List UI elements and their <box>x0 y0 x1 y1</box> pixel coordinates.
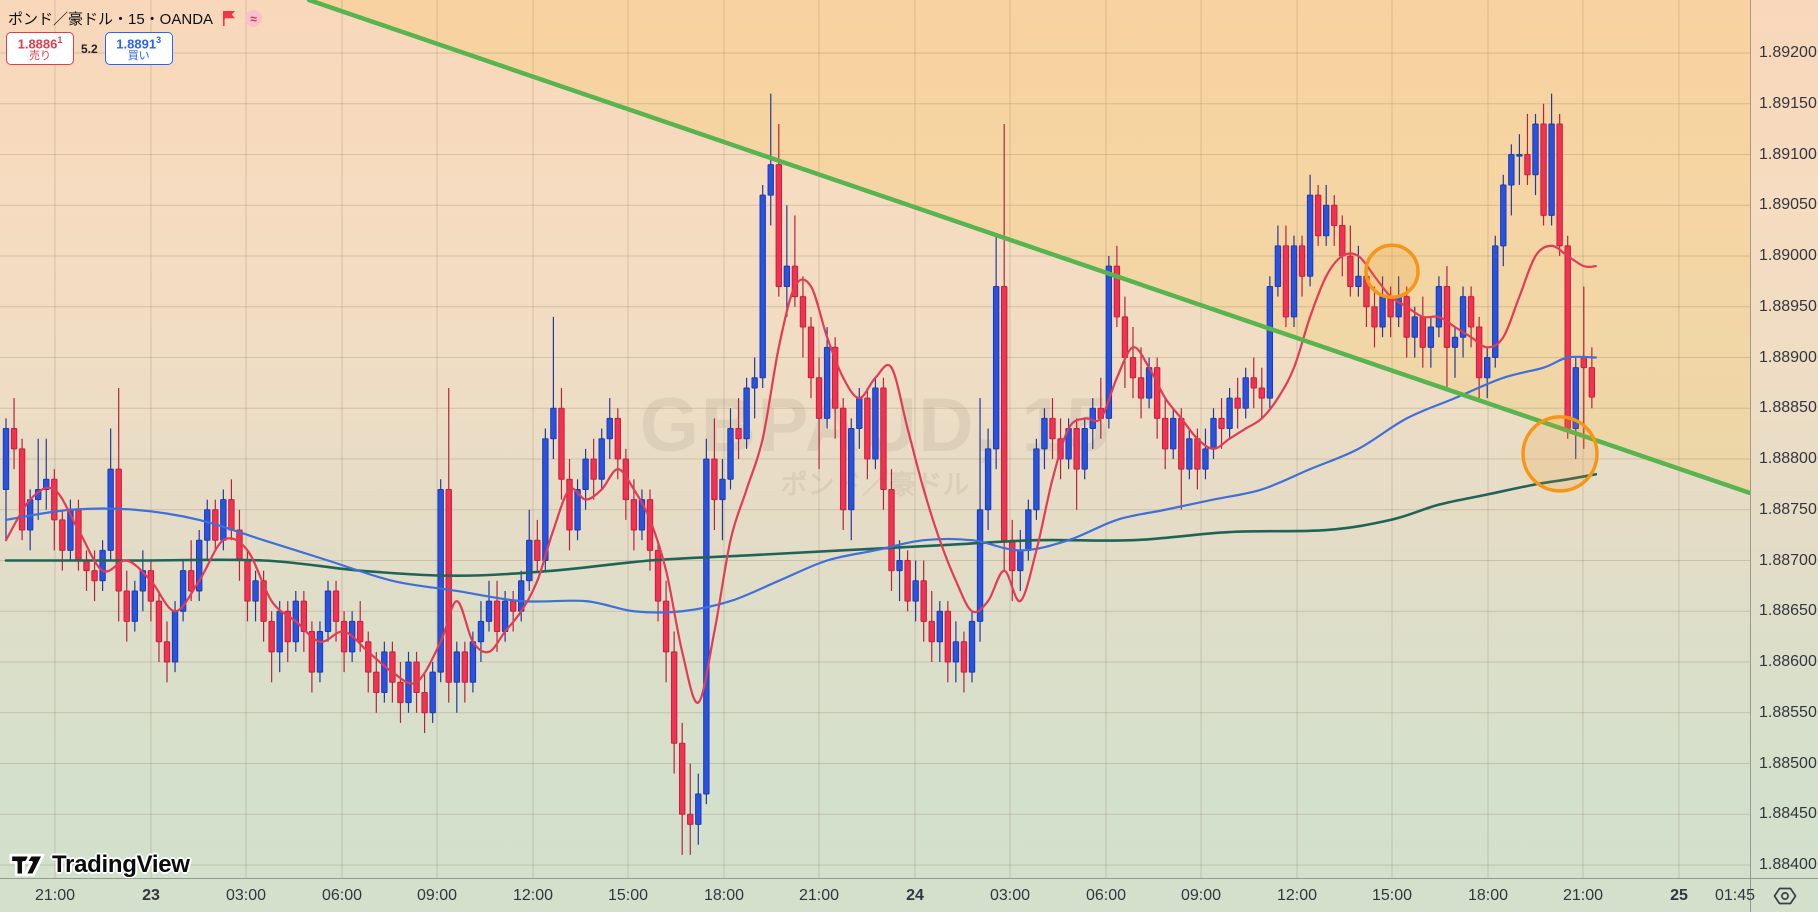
price-axis[interactable]: 1.89200 1.89150 1.89100 1.89050 1.89000 1.889… <box>1750 0 1818 878</box>
time-tick-label: 03:00 <box>989 887 1031 904</box>
time-axis[interactable]: 21:00 23 03:00 06:00 09:00 12:00 15:00 18:00 21:… <box>0 878 1755 912</box>
buy-button[interactable]: 1.88913 買い <box>104 32 173 65</box>
buy-price-pip: 3 <box>156 34 162 45</box>
tradingview-logo-text: TradingView <box>52 851 190 878</box>
time-tick-label: 09:00 <box>1180 887 1222 904</box>
ma-slow-teal <box>4 472 1598 578</box>
time-tick-label: 06:00 <box>321 887 363 904</box>
price-tick-label: 1.89000 <box>1759 247 1817 264</box>
ma-mid-blue <box>4 355 1597 614</box>
time-tick-label: 21:00 <box>34 887 76 904</box>
time-tick-label: 23 <box>142 887 160 904</box>
time-tick-label: 15:00 <box>607 887 649 904</box>
synthetic-price-icon: ≈ <box>245 10 263 27</box>
price-tick-label: 1.89050 <box>1759 196 1817 214</box>
timezone-settings-icon[interactable] <box>1773 886 1797 906</box>
price-tick-label: 1.88500 <box>1759 754 1817 772</box>
tradingview-logo[interactable]: TradingView <box>9 851 190 879</box>
price-tick-label: 1.89200 <box>1759 44 1817 61</box>
time-tick-label: 24 <box>906 887 924 904</box>
time-tick-label: 01:45 <box>1714 887 1756 904</box>
price-tick-label: 1.88950 <box>1759 297 1817 315</box>
sell-label: 売り <box>29 50 51 63</box>
symbol-title[interactable]: ポンド／豪ドル・15・OANDA <box>8 11 214 28</box>
time-tick-label: 18:00 <box>703 887 745 904</box>
flag-icon[interactable] <box>222 10 236 27</box>
time-tick-label: 03:00 <box>225 887 267 904</box>
time-tick-label: 25 <box>1670 887 1688 904</box>
axis-corner <box>1750 878 1818 912</box>
time-tick-label: 06:00 <box>1085 887 1127 904</box>
time-tick-label: 18:00 <box>1467 887 1509 904</box>
price-tick-label: 1.88400 <box>1759 856 1817 873</box>
time-tick-label: 21:00 <box>1562 887 1604 904</box>
sell-price-pip: 1 <box>57 34 63 45</box>
highlight-circle-2[interactable] <box>1521 415 1599 493</box>
ma-fast-red <box>4 244 1597 704</box>
price-tick-label: 1.88600 <box>1759 653 1817 670</box>
price-tick-label: 1.88550 <box>1759 703 1817 721</box>
time-tick-label: 21:00 <box>798 887 840 904</box>
price-tick-label: 1.88700 <box>1759 551 1817 569</box>
time-tick-label: 12:00 <box>512 887 554 904</box>
spread-value: 5.2 <box>81 41 98 56</box>
tradingview-logo-icon <box>9 853 45 877</box>
highlight-circle-1[interactable] <box>1364 243 1420 299</box>
sell-button[interactable]: 1.88861 売り <box>6 32 74 65</box>
chart-plot-area[interactable]: GBPAUD, 15 ポンド／豪ドル ポンド／豪ドル・15・OANDA ≈ 1.… <box>0 0 1750 878</box>
price-tick-label: 1.88750 <box>1759 500 1817 518</box>
time-tick-label: 09:00 <box>416 887 458 904</box>
sell-price: 1.8886 <box>17 36 58 52</box>
price-tick-label: 1.88900 <box>1759 348 1817 366</box>
time-tick-label: 12:00 <box>1276 887 1318 904</box>
chart-legend: ポンド／豪ドル・15・OANDA ≈ <box>8 8 263 29</box>
price-tick-label: 1.89100 <box>1759 145 1817 163</box>
time-tick-label: 15:00 <box>1371 887 1413 904</box>
candlestick-chart-canvas[interactable] <box>0 0 1750 878</box>
price-tick-label: 1.88450 <box>1759 805 1817 823</box>
buy-label: 買い <box>127 50 150 63</box>
buy-price: 1.8891 <box>116 36 157 52</box>
buy-sell-widget: 1.88861 売り 5.2 1.88913 買い <box>6 32 173 65</box>
price-tick-label: 1.89150 <box>1759 94 1817 112</box>
price-tick-label: 1.88800 <box>1759 450 1817 467</box>
descending-trendline[interactable] <box>306 0 1750 496</box>
price-tick-label: 1.88850 <box>1759 399 1817 417</box>
gridlines <box>0 0 1750 878</box>
price-tick-label: 1.88650 <box>1759 602 1817 620</box>
